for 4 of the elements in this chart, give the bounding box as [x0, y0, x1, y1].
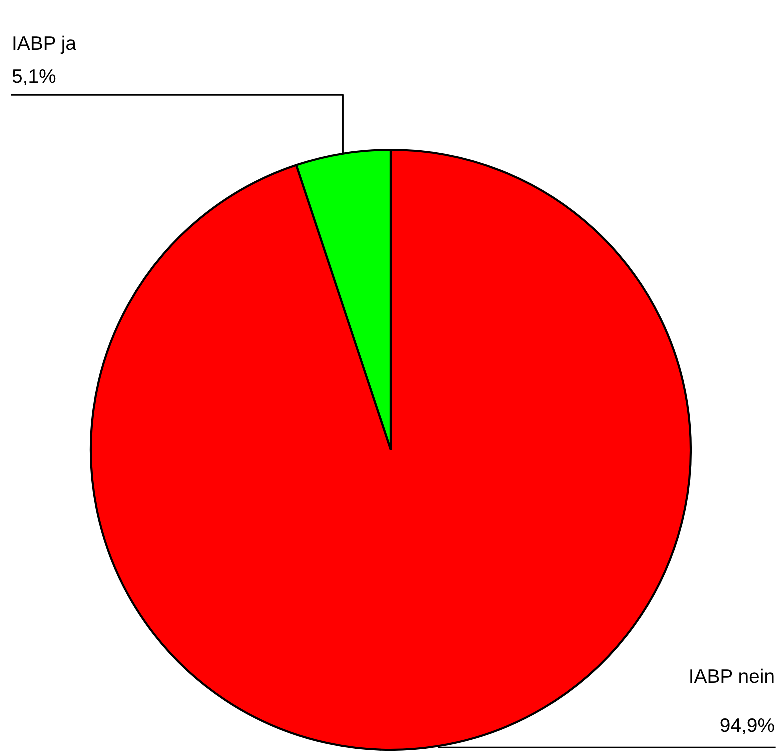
- slice-label: IABP nein: [690, 668, 774, 684]
- slice-label: IABP ja: [14, 36, 77, 54]
- data-label: 5,1%: [12, 70, 56, 86]
- data-label: 94,9%: [720, 718, 774, 735]
